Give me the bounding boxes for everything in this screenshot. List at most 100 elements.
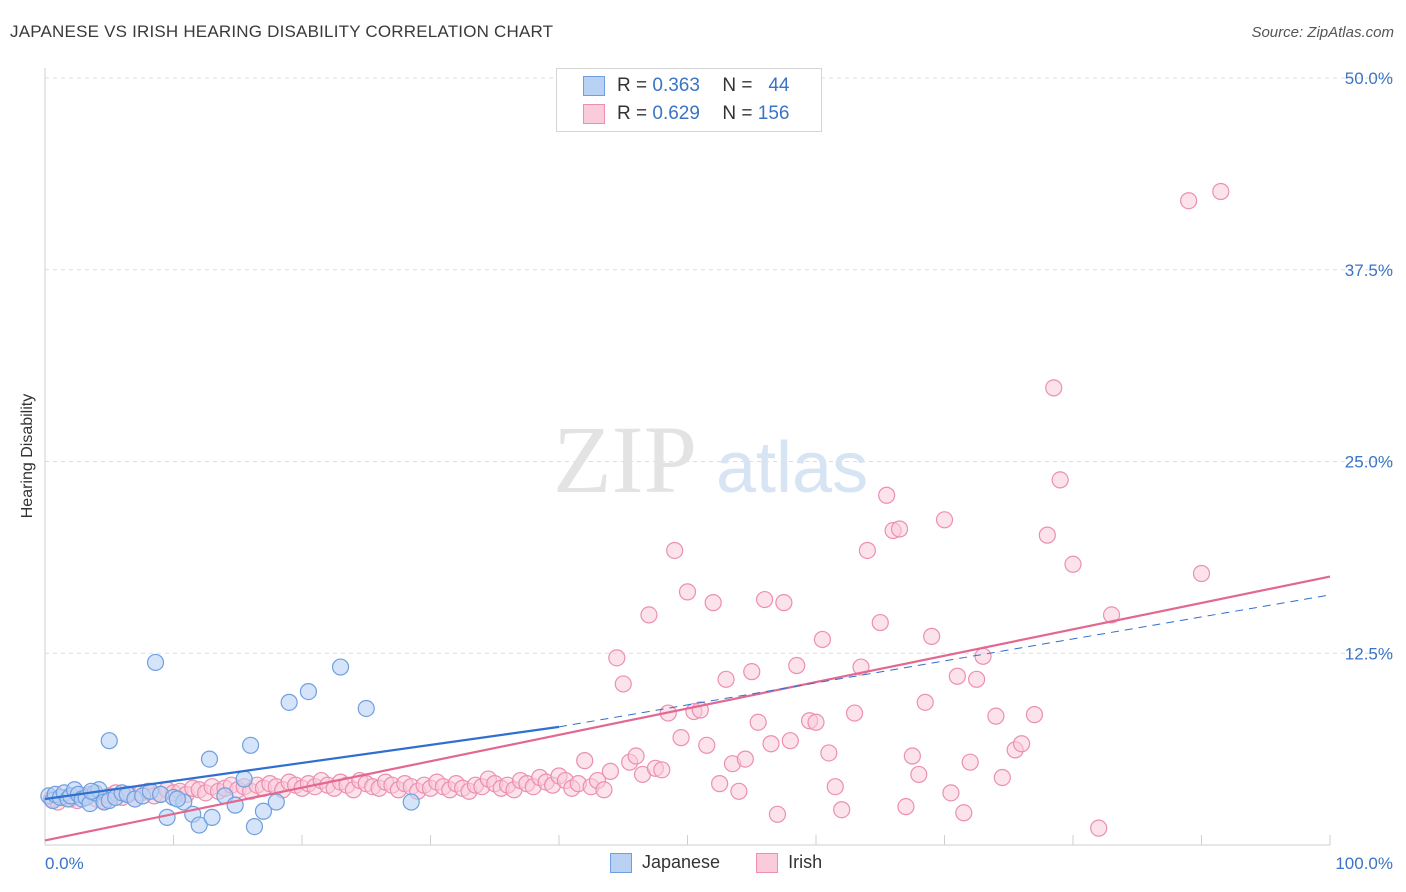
irish-point (595, 781, 613, 799)
japanese-point (200, 750, 219, 768)
japanese-point (280, 693, 298, 711)
legend-row-japanese: R = 0.363 N = 44 (583, 75, 789, 97)
irish-point (1064, 555, 1082, 573)
irish-point (736, 750, 754, 768)
legend-n-label: N = (722, 75, 753, 96)
irish-point (961, 753, 979, 771)
irish-point (987, 707, 1005, 725)
irish-point (826, 778, 844, 796)
irish-point (627, 747, 645, 765)
irish-point (955, 804, 973, 822)
irish-point (1012, 735, 1031, 753)
irish-point (730, 782, 748, 800)
irish-point (601, 762, 620, 780)
irish-point (576, 752, 594, 770)
japanese-point (254, 802, 273, 820)
irish-point (762, 735, 780, 753)
japanese-point (331, 658, 350, 676)
irish-point (878, 486, 896, 504)
irish-point (717, 670, 735, 688)
series-name-japanese: Japanese (642, 852, 721, 872)
irish-point (768, 805, 787, 823)
irish-point (916, 693, 934, 711)
irish-trend-line (44, 575, 1331, 842)
legend-r-label: R = (617, 75, 648, 96)
japanese-point (168, 790, 186, 808)
japanese-point (146, 653, 165, 672)
irish-point (993, 768, 1011, 787)
irish-point (698, 736, 716, 754)
irish-point (897, 798, 915, 816)
irish-point (653, 761, 671, 779)
watermark-atlas: atlas (716, 428, 868, 508)
irish-point (820, 744, 838, 762)
irish-point (1038, 526, 1056, 544)
legend-n-value: 44 (768, 75, 790, 96)
series-legend: Japanese Irish (610, 852, 858, 873)
legend-r-label: R = (617, 103, 648, 124)
legend-r-value: 0.629 (652, 103, 700, 124)
irish-point (871, 613, 889, 632)
chart-title: JAPANESE VS IRISH HEARING DISABILITY COR… (10, 22, 554, 41)
japanese-points (40, 653, 420, 836)
irish-point (1102, 606, 1121, 624)
japanese-trend-extension (558, 594, 1331, 728)
source-label: Source: ZipAtlas.com (1251, 24, 1394, 41)
japanese-point (299, 682, 318, 701)
y-tick-label: 12.5% (1345, 644, 1393, 663)
legend-row-irish: R = 0.629 N = 156 (583, 103, 789, 125)
irish-point (845, 704, 864, 722)
irish-point (910, 765, 928, 784)
irish-point (749, 713, 767, 731)
irish-point (1180, 192, 1198, 210)
axes (44, 68, 1331, 846)
legend-swatch-irish (583, 104, 605, 124)
irish-point (743, 663, 761, 681)
x-tick-label-end: 100.0% (1335, 854, 1393, 873)
irish-point (608, 649, 626, 667)
trend-lines (44, 575, 1331, 842)
japanese-point (190, 816, 208, 834)
irish-point (1090, 819, 1108, 837)
irish-point (775, 594, 793, 612)
irish-point (678, 583, 697, 601)
japanese-trend-line (44, 725, 560, 801)
irish-point (903, 747, 921, 765)
japanese-point (267, 793, 285, 811)
y-tick-label: 50.0% (1345, 69, 1393, 88)
tick-labels: 12.5% 25.0% 37.5% 50.0% 0.0% 100.0% (45, 69, 1393, 873)
irish-point (942, 784, 960, 802)
series-legend-japanese: Japanese (610, 852, 720, 873)
irish-point (807, 713, 825, 731)
irish-point (755, 590, 774, 609)
irish-point (672, 729, 690, 747)
irish-point (788, 656, 806, 675)
legend-swatch-japanese (583, 76, 605, 96)
japanese-point (242, 736, 260, 754)
irish-point (968, 670, 986, 688)
irish-point (1025, 706, 1044, 724)
japanese-point (100, 732, 118, 750)
irish-point (614, 675, 632, 693)
irish-point (666, 541, 684, 560)
stats-legend: R = 0.363 N = 44 R = 0.629 N = 156 (556, 68, 822, 132)
series-name-irish: Irish (788, 852, 823, 872)
series-swatch-irish (756, 852, 779, 873)
irish-point (1045, 379, 1063, 397)
irish-point (1192, 564, 1211, 583)
legend-n-label: N = (722, 103, 753, 124)
series-swatch-japanese (610, 852, 632, 873)
irish-point (640, 606, 658, 624)
irish-point (833, 801, 851, 819)
irish-point (890, 520, 909, 538)
irish-point (935, 511, 954, 529)
japanese-point (402, 793, 420, 811)
watermark: ZIP atlas (553, 406, 868, 513)
watermark-zip: ZIP (553, 406, 697, 513)
legend-r-value: 0.363 (652, 75, 700, 96)
series-legend-irish: Irish (756, 852, 822, 873)
x-tick-label-start: 0.0% (45, 854, 84, 873)
irish-point (1051, 471, 1069, 489)
japanese-point (245, 817, 264, 836)
